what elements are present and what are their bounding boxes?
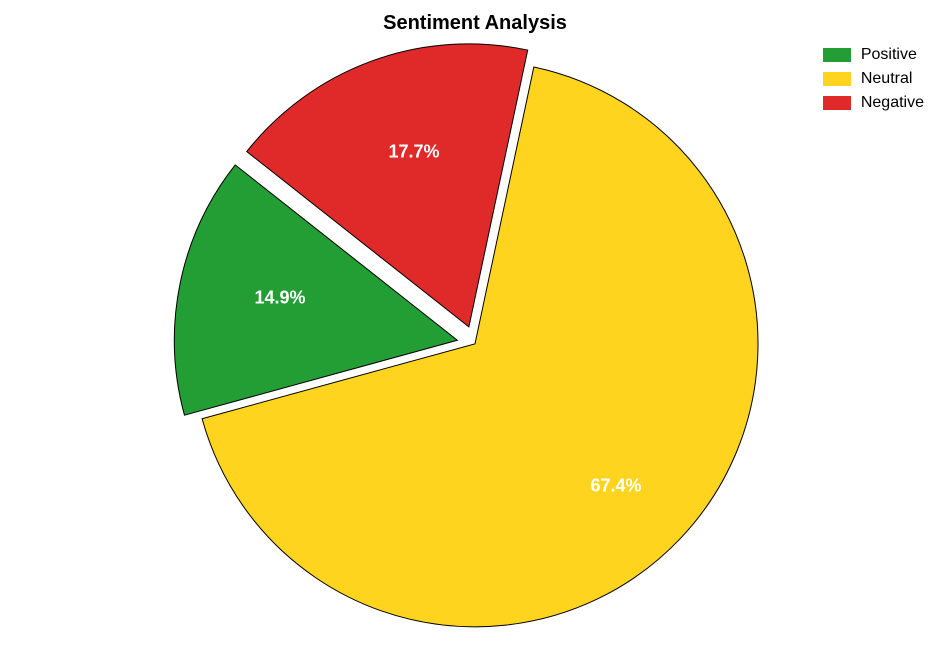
legend-swatch-negative [823, 96, 851, 110]
slice-label-negative: 17.7% [388, 142, 439, 163]
legend-label-positive: Positive [861, 46, 917, 64]
legend-label-negative: Negative [861, 94, 924, 112]
legend-item-neutral: Neutral [823, 70, 924, 88]
slice-label-neutral: 67.4% [590, 476, 641, 497]
legend-label-neutral: Neutral [861, 70, 913, 88]
legend-swatch-positive [823, 48, 851, 62]
pie-svg [155, 24, 795, 664]
legend-item-negative: Negative [823, 94, 924, 112]
legend-item-positive: Positive [823, 46, 924, 64]
legend-swatch-neutral [823, 72, 851, 86]
sentiment-pie-chart: Sentiment Analysis 67.4% 14.9% 17.7% Pos… [0, 0, 950, 662]
chart-legend: Positive Neutral Negative [823, 46, 924, 118]
slice-label-positive: 14.9% [254, 288, 305, 309]
